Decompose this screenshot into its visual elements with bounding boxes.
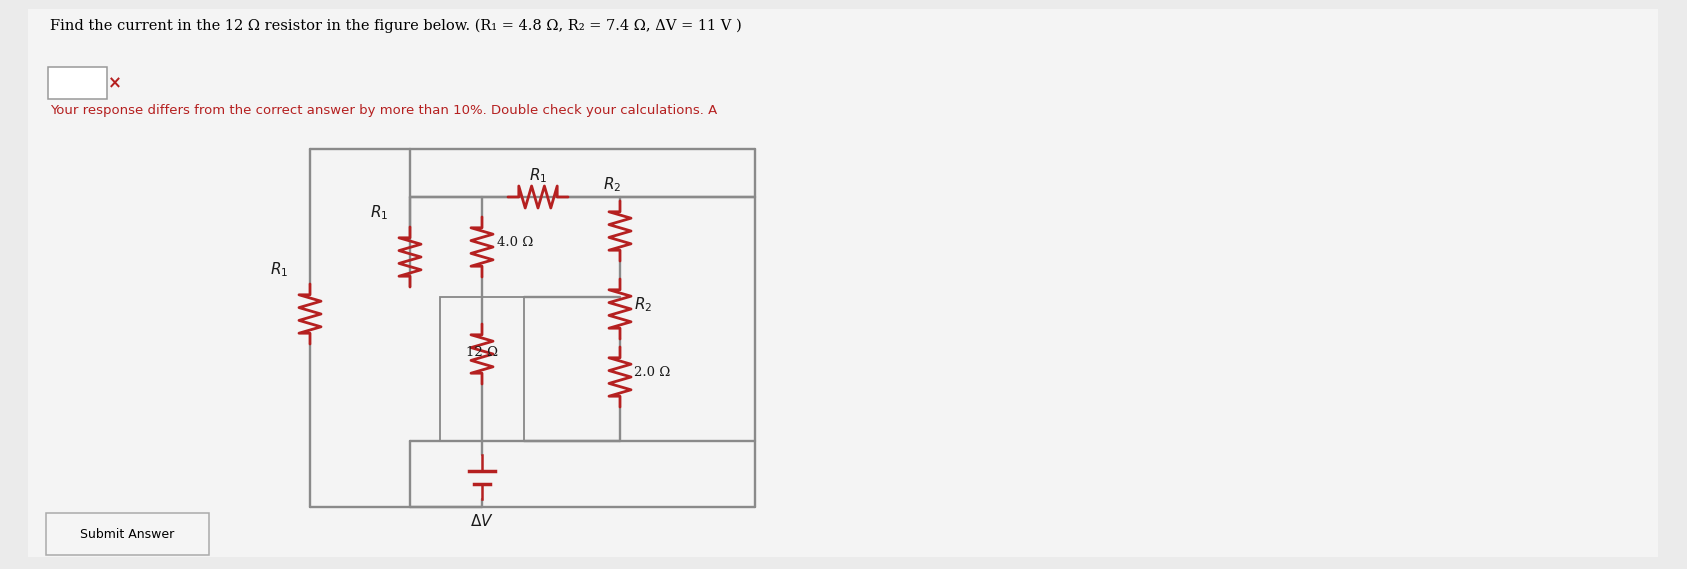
Text: 12 Ω: 12 Ω bbox=[466, 345, 498, 358]
Text: $R_1$: $R_1$ bbox=[528, 166, 547, 185]
Text: 2.0 Ω: 2.0 Ω bbox=[634, 366, 670, 380]
Text: $R_2$: $R_2$ bbox=[634, 296, 653, 314]
FancyBboxPatch shape bbox=[29, 9, 1658, 557]
Text: $R_1$: $R_1$ bbox=[270, 260, 288, 279]
Text: Submit Answer: Submit Answer bbox=[81, 527, 175, 541]
Text: $R_1$: $R_1$ bbox=[369, 203, 388, 222]
Text: $R_2$: $R_2$ bbox=[602, 175, 621, 194]
Text: 4.0 Ω: 4.0 Ω bbox=[498, 236, 533, 249]
Text: $\Delta V$: $\Delta V$ bbox=[471, 513, 494, 529]
FancyBboxPatch shape bbox=[47, 67, 106, 99]
Text: Your response differs from the correct answer by more than 10%. Double check you: Your response differs from the correct a… bbox=[51, 104, 717, 117]
Text: Find the current in the 12 Ω resistor in the figure below. (R₁ = 4.8 Ω, R₂ = 7.4: Find the current in the 12 Ω resistor in… bbox=[51, 19, 742, 34]
Text: ×: × bbox=[108, 74, 121, 92]
FancyBboxPatch shape bbox=[46, 513, 209, 555]
